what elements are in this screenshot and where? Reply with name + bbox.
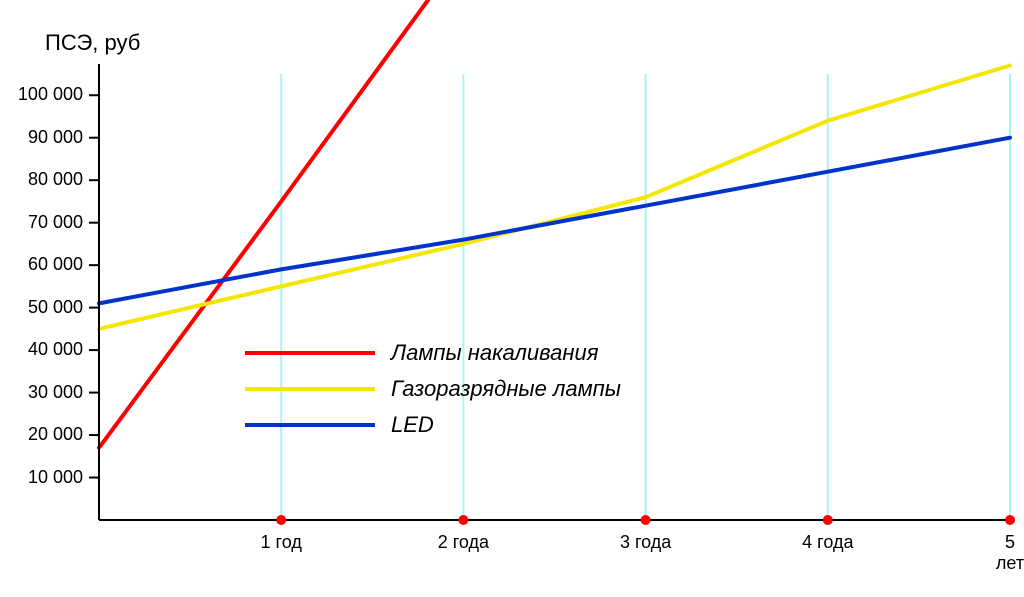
y-tick-label: 50 000 xyxy=(3,297,83,318)
legend-swatch xyxy=(245,351,375,355)
y-tick-label: 10 000 xyxy=(3,467,83,488)
y-tick-label: 100 000 xyxy=(3,84,83,105)
x-tick-dot xyxy=(823,515,833,525)
legend-label: LED xyxy=(391,412,434,438)
y-tick-label: 80 000 xyxy=(3,169,83,190)
line-chart: ПСЭ, руб 10 000 20 000 30 000 40 000 50 000 6… xyxy=(0,0,1024,597)
legend-label: Газоразрядные лампы xyxy=(391,376,621,402)
x-tick-label: 2 года xyxy=(438,532,489,553)
x-tick-label: 4 года xyxy=(802,532,853,553)
x-tick-dot xyxy=(458,515,468,525)
chart-svg xyxy=(0,0,1024,597)
y-tick-label: 20 000 xyxy=(3,424,83,445)
y-tick-label: 30 000 xyxy=(3,382,83,403)
x-tick-label: 5 лет xyxy=(996,532,1024,574)
legend-swatch xyxy=(245,387,375,391)
legend-item: Лампы накаливания xyxy=(245,340,621,366)
x-tick-dot xyxy=(1005,515,1015,525)
x-tick-dot xyxy=(276,515,286,525)
legend-label: Лампы накаливания xyxy=(391,340,599,366)
legend-item: LED xyxy=(245,412,621,438)
y-tick-label: 70 000 xyxy=(3,212,83,233)
legend: Лампы накаливания Газоразрядные лампы LED xyxy=(245,340,621,448)
y-tick-label: 40 000 xyxy=(3,339,83,360)
series-line xyxy=(99,66,1010,329)
x-tick-label: 3 года xyxy=(620,532,671,553)
x-tick-label: 1 год xyxy=(261,532,302,553)
legend-swatch xyxy=(245,423,375,427)
y-tick-label: 90 000 xyxy=(3,127,83,148)
y-axis-title: ПСЭ, руб xyxy=(45,30,140,56)
x-tick-dot xyxy=(641,515,651,525)
legend-item: Газоразрядные лампы xyxy=(245,376,621,402)
y-tick-label: 60 000 xyxy=(3,254,83,275)
